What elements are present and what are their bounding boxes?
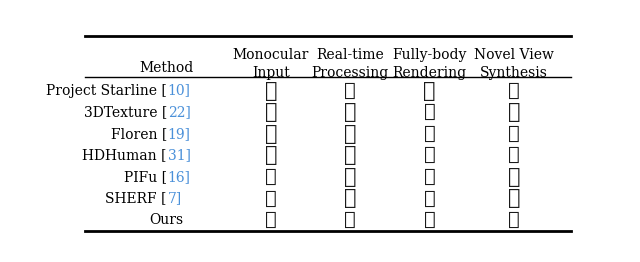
Text: ✗: ✗ — [344, 124, 356, 144]
Text: ✓: ✓ — [424, 189, 436, 208]
Text: 3DTexture [: 3DTexture [ — [84, 105, 167, 119]
Text: ✗: ✗ — [344, 102, 356, 122]
Text: ✗: ✗ — [508, 167, 520, 187]
Text: ✓: ✓ — [508, 125, 520, 143]
Text: ✓: ✓ — [265, 211, 277, 229]
Text: ✓: ✓ — [508, 146, 520, 164]
Text: ✓: ✓ — [424, 146, 436, 164]
Text: ✓: ✓ — [508, 211, 520, 229]
Text: 31]: 31] — [168, 148, 191, 162]
Text: ✗: ✗ — [508, 102, 520, 122]
Text: ✗: ✗ — [265, 145, 277, 165]
Text: ✗: ✗ — [344, 145, 356, 165]
Text: Fully-body
Rendering: Fully-body Rendering — [392, 48, 467, 80]
Text: 16]: 16] — [168, 170, 191, 184]
Text: ✓: ✓ — [344, 81, 356, 100]
Text: ✗: ✗ — [424, 80, 436, 101]
Text: ✓: ✓ — [424, 103, 436, 121]
Text: ✓: ✓ — [424, 211, 436, 229]
Text: ✗: ✗ — [344, 188, 356, 209]
Text: Ours: Ours — [150, 213, 184, 227]
Text: Novel View
Synthesis: Novel View Synthesis — [474, 48, 554, 80]
Text: ✓: ✓ — [344, 211, 356, 229]
Text: 19]: 19] — [168, 127, 191, 141]
Text: ✓: ✓ — [265, 168, 277, 186]
Text: ✗: ✗ — [265, 124, 277, 144]
Text: Monocular
Input: Monocular Input — [233, 48, 309, 80]
Text: 10]: 10] — [168, 84, 191, 97]
Text: ✗: ✗ — [265, 102, 277, 122]
Text: Project Starline [: Project Starline [ — [46, 84, 167, 97]
Text: ✓: ✓ — [265, 189, 277, 208]
Text: ✗: ✗ — [508, 188, 520, 209]
Text: Floren [: Floren [ — [111, 127, 167, 141]
Text: ✓: ✓ — [424, 125, 436, 143]
Text: ✗: ✗ — [265, 80, 277, 101]
Text: 7]: 7] — [168, 192, 182, 205]
Text: Method: Method — [140, 61, 194, 75]
Text: 22]: 22] — [168, 105, 191, 119]
Text: HDHuman [: HDHuman [ — [83, 148, 167, 162]
Text: SHERF [: SHERF [ — [106, 192, 167, 205]
Text: ✗: ✗ — [344, 167, 356, 187]
Text: PIFu [: PIFu [ — [124, 170, 167, 184]
Text: ✓: ✓ — [508, 81, 520, 100]
Text: ✓: ✓ — [424, 168, 436, 186]
Text: Real-time
Processing: Real-time Processing — [312, 48, 389, 80]
